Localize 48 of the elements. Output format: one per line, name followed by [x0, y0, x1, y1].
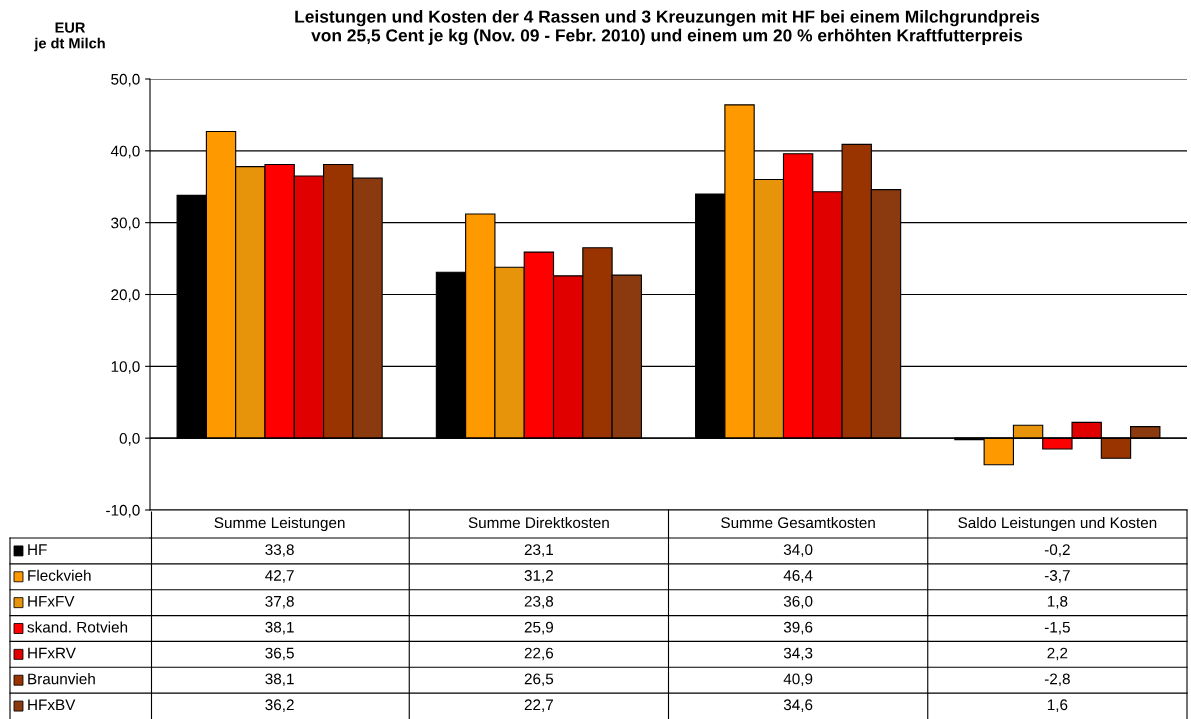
- x-tick-label: Summe Direktkosten: [468, 516, 609, 529]
- legend-label: Braunvieh: [28, 673, 95, 685]
- legend-label: HFxFV: [28, 596, 75, 607]
- data-label: 25,9: [524, 621, 554, 635]
- x-tick-label: Saldo Leistungen und Kosten: [958, 516, 1157, 532]
- data-label: 46,4: [783, 570, 813, 583]
- data-label: 34,0: [783, 544, 813, 557]
- data-label: 26,5: [524, 673, 554, 687]
- legend-label: skand. Rotvieh: [27, 621, 128, 633]
- y-tick-label: 50,0: [111, 73, 140, 87]
- data-label: 36,5: [265, 647, 294, 661]
- y-tick-label: 20,0: [111, 289, 140, 302]
- data-label: 34,6: [783, 699, 813, 712]
- chart-title: Leistungen und Kosten der 4 Rassen und 3 Kreuzungen mit HF bei einem Milchgrundpreis von 25,5 Cent je kg (Nov. 09 - Febr. 2010) und einem um 20 % erhöhten Kraftfutterpreis: [295, 10, 1040, 46]
- data-label: 23,8: [524, 595, 554, 609]
- y-tick-label: 10,0: [111, 361, 140, 374]
- data-label: 36,0: [783, 595, 813, 609]
- data-label: 40,9: [783, 673, 813, 687]
- data-label: 42,7: [265, 570, 294, 583]
- y-tick-label: 0,0: [119, 433, 140, 446]
- legend-label: HFxRV: [28, 647, 76, 659]
- data-label: -3,7: [1044, 570, 1070, 583]
- data-label: 38,1: [265, 673, 294, 687]
- data-label: 38,1: [265, 621, 294, 635]
- data-label: 39,6: [783, 621, 813, 635]
- data-label: 33,8: [265, 544, 294, 557]
- data-label: 1,8: [1047, 595, 1068, 609]
- data-label: -0,2: [1044, 544, 1070, 557]
- y-tick-label: 40,0: [110, 145, 140, 159]
- y-tick-label: -10,0: [106, 504, 140, 518]
- data-label: 23,1: [524, 544, 553, 557]
- data-label: 1,6: [1047, 699, 1068, 712]
- y-axis-title: EUR je dt Milch: [34, 22, 105, 52]
- legend-label: HF: [28, 544, 47, 555]
- data-label: 22,7: [524, 699, 553, 712]
- data-label: 34,3: [783, 647, 813, 661]
- legend-label: HFxBV: [28, 699, 76, 711]
- x-tick-label: Summe Gesamtkosten: [721, 516, 875, 529]
- data-label: 2,2: [1047, 647, 1068, 661]
- data-label: 37,8: [265, 595, 294, 609]
- data-label: -2,8: [1044, 673, 1070, 687]
- data-label: -1,5: [1044, 621, 1070, 635]
- data-label: 22,6: [524, 647, 554, 661]
- y-tick-label: 30,0: [111, 217, 140, 231]
- x-tick-label: Summe Leistungen: [214, 516, 345, 532]
- data-label: 31,2: [524, 570, 553, 583]
- data-label: 36,2: [265, 699, 294, 712]
- legend-label: Fleckvieh: [28, 569, 91, 581]
